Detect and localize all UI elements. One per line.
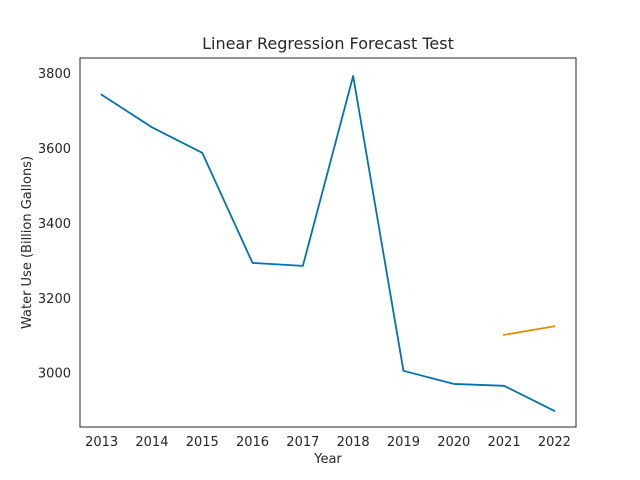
x-tick-label: 2014 [135,435,168,450]
x-tick-label: 2015 [186,435,219,450]
x-tick-label: 2019 [387,435,420,450]
x-tick-label: 2013 [85,435,118,450]
x-axis-label: Year [313,452,342,467]
series-layer [100,75,556,413]
x-tick-label: 2017 [286,435,319,450]
x-tick-label: 2018 [337,435,370,450]
y-tick-label: 3800 [38,67,71,82]
y-tick-label: 3600 [38,142,71,157]
x-tick-label: 2021 [488,435,521,450]
x-tick-label: 2022 [538,435,571,450]
y-tick-label: 3400 [38,217,71,232]
x-tick-label: 2016 [236,435,269,450]
y-axis-ticks: 3000 3200 3400 3600 3800 [38,67,71,382]
y-tick-label: 3200 [38,292,71,307]
y-tick-label: 3000 [38,367,71,382]
chart-title: Linear Regression Forecast Test [202,34,454,53]
x-axis-ticks: 2013 2014 2015 2016 2017 2018 2019 2020 2021 2022 [85,435,571,450]
series-line-2 [503,325,556,336]
x-tick-label: 2020 [437,435,470,450]
plot-area-frame [79,57,577,428]
y-axis-label: Water Use (Billion Gallons) [20,156,35,329]
series-line-1 [100,75,556,413]
